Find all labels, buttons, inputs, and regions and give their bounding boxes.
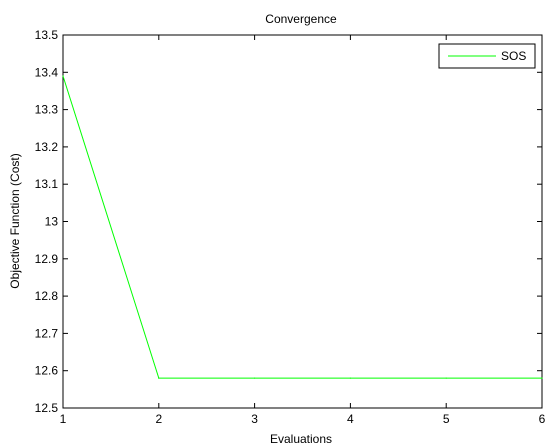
y-tick-label: 13.5 — [35, 28, 59, 42]
x-axis: 1 2 3 4 5 6 — [60, 35, 545, 426]
data-point — [445, 377, 447, 379]
y-tick-label: 13.4 — [35, 65, 59, 79]
series-layer — [62, 75, 543, 379]
data-point — [158, 377, 160, 379]
y-tick-label: 12.5 — [35, 401, 59, 415]
y-tick-label: 12.7 — [35, 326, 59, 340]
y-axis: 12.5 12.6 12.7 12.8 12.9 13 13.1 13.2 13.3 13.4 13… — [35, 28, 542, 415]
y-tick-label: 12.8 — [35, 289, 59, 303]
plot-area — [62, 34, 543, 409]
x-tick-label: 2 — [155, 412, 162, 426]
y-tick-label: 12.9 — [35, 252, 59, 266]
x-tick-label: 4 — [347, 412, 354, 426]
y-tick-label: 13.3 — [35, 103, 59, 117]
data-point — [541, 377, 543, 379]
y-axis-label: Objective Function (Cost) — [8, 153, 22, 288]
legend-label-sos: SOS — [501, 49, 526, 63]
x-tick-label: 6 — [539, 412, 545, 426]
x-tick-label: 3 — [251, 412, 258, 426]
data-point — [254, 377, 256, 379]
y-tick-label: 13 — [45, 215, 59, 229]
y-tick-label: 12.6 — [35, 364, 59, 378]
x-tick-label: 5 — [443, 412, 450, 426]
x-tick-label: 1 — [60, 412, 67, 426]
data-point — [62, 75, 64, 77]
y-tick-label: 13.2 — [35, 140, 59, 154]
legend: SOS — [438, 43, 536, 69]
data-point — [349, 377, 351, 379]
y-tick-label: 13.1 — [35, 177, 59, 191]
chart-title: Convergence — [265, 12, 337, 26]
x-axis-label: Evaluations — [270, 432, 332, 446]
series-line-sos — [62, 75, 542, 379]
